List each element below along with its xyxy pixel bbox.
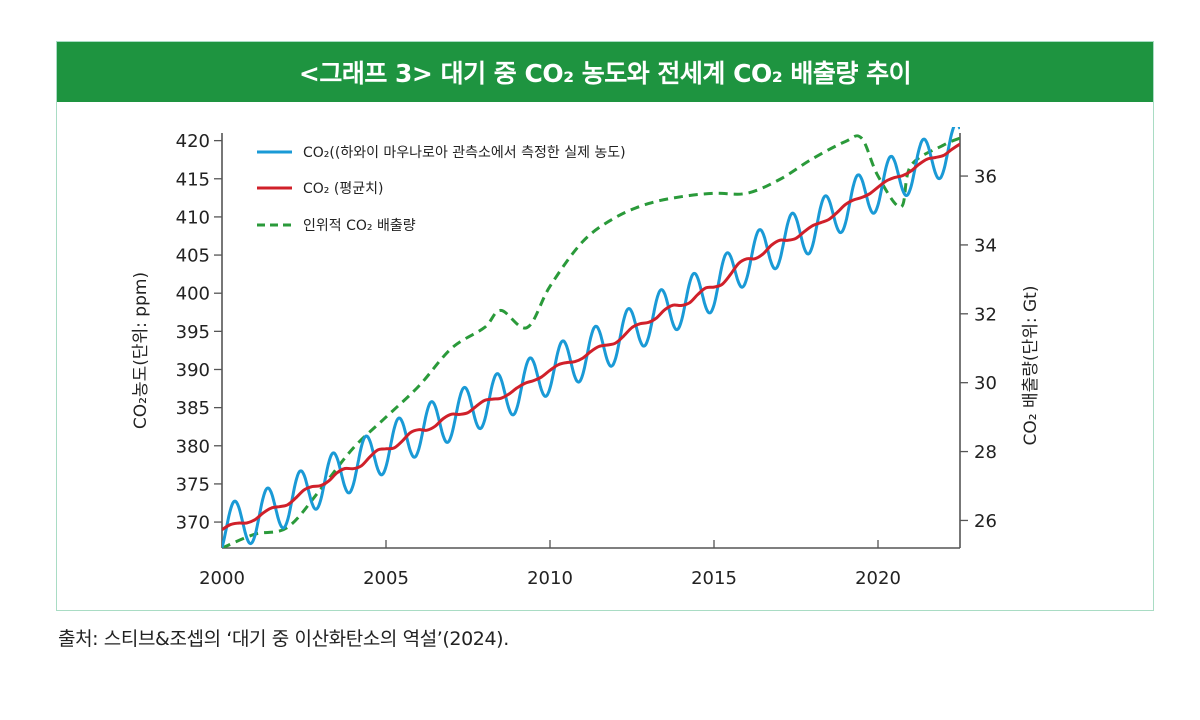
x-tick-label: 2010 bbox=[527, 568, 573, 589]
y-tick-label: 395 bbox=[176, 322, 210, 343]
legend-label: 인위적 CO₂ 배출량 bbox=[303, 218, 416, 234]
chart-title: <그래프 3> 대기 중 CO₂ 농도와 전세계 CO₂ 배출량 추이 bbox=[57, 42, 1153, 102]
y-tick-label: 370 bbox=[176, 513, 210, 534]
x-tick-label: 2020 bbox=[855, 568, 901, 589]
series-average-line bbox=[222, 142, 960, 532]
legend-label: CO₂ (평균치) bbox=[303, 181, 383, 197]
y-tick-label: 375 bbox=[176, 474, 210, 495]
series-measured-line bbox=[222, 127, 960, 548]
legend-item: CO₂((하와이 마우나로아 관측소에서 측정한 실제 농도) bbox=[257, 145, 626, 161]
chart-frame: <그래프 3> 대기 중 CO₂ 농도와 전세계 CO₂ 배출량 추이 bbox=[56, 41, 1154, 611]
y-axis-title: CO₂농도(단위: ppm) bbox=[131, 272, 151, 429]
y2-tick-label: 36 bbox=[974, 167, 997, 188]
y-tick-label: 405 bbox=[176, 246, 210, 267]
source-caption: 출처: 스티브&조셉의 ‘대기 중 이산화탄소의 역설’(2024). bbox=[58, 628, 509, 650]
y2-tick-label: 32 bbox=[974, 304, 997, 325]
y-tick-label: 390 bbox=[176, 360, 210, 381]
plot-area bbox=[222, 127, 960, 548]
y-tick-label: 400 bbox=[176, 284, 210, 305]
legend-item: CO₂ (평균치) bbox=[257, 181, 383, 197]
y2-tick-label: 28 bbox=[974, 442, 997, 463]
y-tick-label: 415 bbox=[176, 169, 210, 190]
legend-item: 인위적 CO₂ 배출량 bbox=[257, 218, 416, 234]
y2-tick-label: 26 bbox=[974, 511, 997, 532]
x-tick-label: 2000 bbox=[199, 568, 245, 589]
y2-tick-label: 34 bbox=[974, 235, 997, 256]
legend-label: CO₂((하와이 마우나로아 관측소에서 측정한 실제 농도) bbox=[303, 145, 626, 161]
x-tick-label: 2015 bbox=[691, 568, 737, 589]
y2-axis-title: CO₂ 배출량(단위: Gt) bbox=[1021, 286, 1041, 446]
y2-tick-label: 30 bbox=[974, 373, 997, 394]
x-tick-label: 2005 bbox=[363, 568, 409, 589]
y-tick-label: 420 bbox=[176, 131, 210, 152]
y-tick-label: 410 bbox=[176, 207, 210, 228]
y-tick-label: 385 bbox=[176, 398, 210, 419]
legend: CO₂((하와이 마우나로아 관측소에서 측정한 실제 농도) CO₂ (평균치)… bbox=[257, 145, 626, 234]
y-tick-label: 380 bbox=[176, 436, 210, 457]
